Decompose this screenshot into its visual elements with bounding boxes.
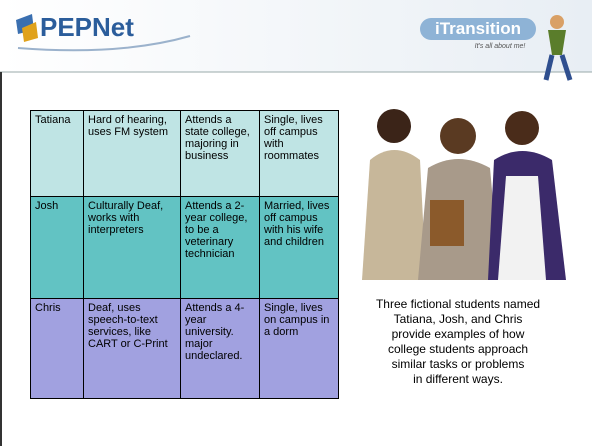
mascot — [543, 15, 573, 81]
table-cell: Attends a 4-year university. major undec… — [180, 298, 260, 399]
table-cell: Attends a state college, majoring in bus… — [180, 110, 260, 197]
caption-line: college students approach — [387, 342, 529, 356]
students-table: Tatiana Hard of hearing, uses FM system … — [30, 110, 339, 399]
caption-line: similar tasks or problems — [391, 357, 525, 371]
table-cell: Deaf, uses speech-to-text services, like… — [83, 298, 181, 399]
table-row: Tatiana Hard of hearing, uses FM system … — [30, 110, 339, 197]
table-row: Josh Culturally Deaf, works with interpr… — [30, 196, 339, 299]
caption-line: Three fictional students named — [375, 297, 541, 311]
table-cell: Married, lives off campus with his wife … — [259, 196, 339, 299]
brand-tagline: It's all about me! — [475, 43, 526, 50]
table-cell: Attends a 2-year college, to be a veteri… — [180, 196, 260, 299]
caption: Three fictional students named Tatiana, … — [347, 297, 569, 387]
caption-line: in different ways. — [413, 372, 503, 386]
table-cell: Josh — [30, 196, 84, 299]
table-cell: Culturally Deaf, works with interpreters — [83, 196, 181, 299]
caption-line: provide examples of how — [391, 327, 525, 341]
table-cell: Single, lives off campus with roommates — [259, 110, 339, 197]
students-photo — [350, 98, 566, 280]
logo-text: PEPNet — [40, 12, 134, 42]
caption-line: Tatiana, Josh, and Chris — [393, 312, 523, 326]
brand-pill — [420, 18, 536, 40]
brand-text: iTransition — [435, 19, 521, 38]
table-cell: Tatiana — [30, 110, 84, 197]
logo-icon — [22, 22, 38, 42]
logo-swoosh — [17, 35, 191, 52]
table-cell: Hard of hearing, uses FM system — [83, 110, 181, 197]
table-cell: Chris — [30, 298, 84, 399]
table-row: Chris Deaf, uses speech-to-text services… — [30, 298, 339, 399]
table-cell: Single, lives on campus in a dorm — [259, 298, 339, 399]
